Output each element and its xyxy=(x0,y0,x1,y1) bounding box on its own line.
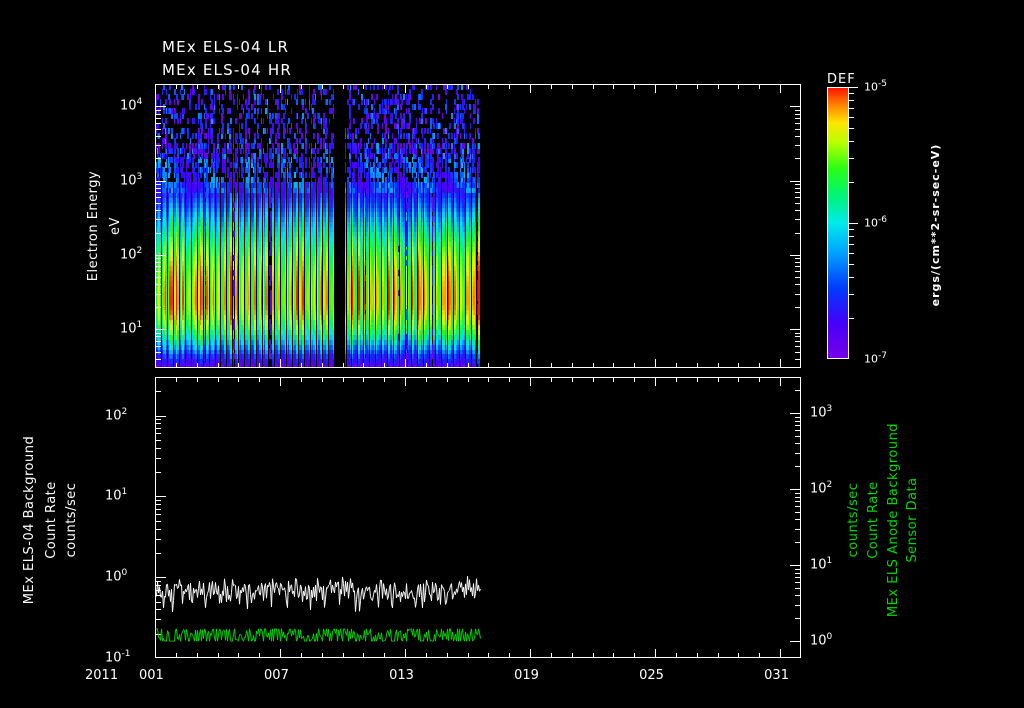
bottom-right-ytick-1: 101 xyxy=(810,556,833,573)
count-rate-traces[interactable] xyxy=(155,377,801,658)
spectrogram-panel[interactable] xyxy=(155,84,801,368)
top-ytick-1: 101 xyxy=(120,320,143,337)
top-ylabel-energy: Electron Energy xyxy=(86,170,101,282)
colorbar[interactable] xyxy=(827,87,849,359)
colorbar-ticks xyxy=(849,87,861,359)
bottom-right-ytick-2: 102 xyxy=(810,480,833,497)
xaxis-tick-001: 001 xyxy=(139,668,164,683)
bottom-left-ytick-0: 100 xyxy=(105,568,128,585)
colorbar-unit-label: ergs/(cm**2-sr-sec-eV) xyxy=(929,143,942,307)
plot-title-hr: MEx ELS-04 HR xyxy=(162,61,292,79)
colorbar-tick--7: 10-7 xyxy=(864,351,887,366)
xaxis-tick-025: 025 xyxy=(639,668,664,683)
top-ytick-3: 103 xyxy=(120,171,143,188)
bottom-left-ytick--1: 10-1 xyxy=(105,649,131,666)
bottom-right-label-line3: counts/sec xyxy=(846,482,861,558)
bottom-left-label-line3: counts/sec xyxy=(64,482,79,558)
colorbar-gradient xyxy=(827,87,849,359)
plot-title-lr: MEx ELS-04 LR xyxy=(162,38,290,56)
bottom-right-ytick-0: 100 xyxy=(810,632,833,649)
bottom-left-ytick-2: 102 xyxy=(105,406,128,423)
colorbar-tick--6: 10-6 xyxy=(864,215,887,230)
xaxis-tick-031: 031 xyxy=(764,668,789,683)
colorbar-frame xyxy=(827,87,849,359)
top-ytick-2: 102 xyxy=(120,245,143,263)
xaxis-year-label: 2011 xyxy=(85,668,119,683)
xaxis-tick-007: 007 xyxy=(264,668,289,683)
top-ytick-4: 104 xyxy=(120,97,143,114)
colorbar-title: DEF xyxy=(827,72,856,87)
xaxis-tick-019: 019 xyxy=(514,668,539,683)
bottom-left-ytick-1: 101 xyxy=(105,487,128,504)
top-ylabel-units: eV xyxy=(108,217,123,235)
spectrogram-canvas[interactable] xyxy=(155,84,801,368)
bottom-right-ytick-3: 103 xyxy=(810,404,833,421)
xaxis-tick-013: 013 xyxy=(389,668,414,683)
count-rate-panel[interactable] xyxy=(155,377,801,658)
colorbar-tick--5: 10-5 xyxy=(864,79,887,94)
